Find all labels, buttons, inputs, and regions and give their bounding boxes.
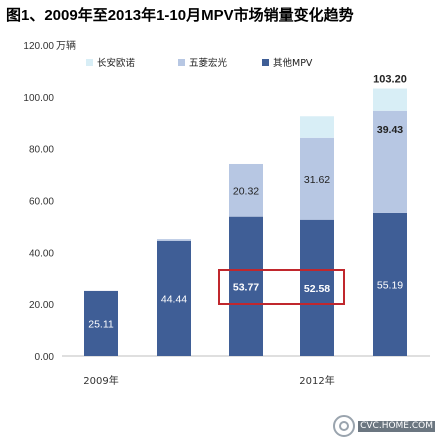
legend-label: 其他MPV	[273, 57, 313, 69]
chart-title: 图1、2009年至2013年1-10月MPV市场销量变化趋势	[6, 7, 354, 24]
bar-segment	[373, 212, 407, 356]
y-tick-label: 20.00	[29, 300, 54, 311]
bar-segment	[84, 290, 118, 356]
y-tick-label: 0.00	[35, 352, 55, 363]
bar-segment	[157, 239, 191, 241]
bar-segment	[300, 116, 334, 138]
logo-text: CVC.HOME.COM	[358, 420, 435, 432]
legend-label: 五菱宏光	[189, 57, 228, 69]
highlight-box	[218, 269, 345, 305]
y-tick-label: 100.00	[23, 93, 54, 104]
x-category-label: 2012年	[299, 374, 334, 387]
x-category-label: 2009年	[83, 374, 118, 387]
y-tick-label: 120.00	[23, 41, 54, 52]
legend-swatch	[86, 59, 93, 66]
y-tick-label: 40.00	[29, 248, 54, 259]
legend-swatch	[262, 59, 269, 66]
y-unit-label: 万辆	[56, 39, 76, 52]
bar-segment	[229, 216, 263, 356]
bar-segment	[373, 110, 407, 213]
bar-segment	[157, 240, 191, 356]
logo-rings-icon	[333, 415, 356, 437]
data-label: 53.77	[233, 281, 259, 293]
data-label: 39.43	[377, 124, 403, 136]
bar-segment	[300, 219, 334, 356]
data-label: 20.32	[233, 185, 259, 197]
total-label: 103.20	[373, 74, 407, 86]
watermark-logo: CVC.HOME.COM	[333, 415, 435, 437]
bar-segment	[373, 88, 407, 111]
bar-segment	[300, 137, 334, 220]
data-label: 25.11	[88, 318, 114, 330]
data-label: 31.62	[304, 174, 330, 186]
data-label: 55.19	[377, 279, 403, 291]
bar-segment	[229, 163, 263, 217]
legend-swatch	[178, 59, 185, 66]
legend-label: 长安欧诺	[97, 57, 136, 69]
data-label: 52.58	[304, 283, 330, 295]
data-label: 44.44	[161, 293, 187, 305]
y-tick-label: 80.00	[29, 145, 54, 156]
data-label: 0.65	[164, 229, 185, 241]
y-tick-label: 60.00	[29, 197, 54, 208]
